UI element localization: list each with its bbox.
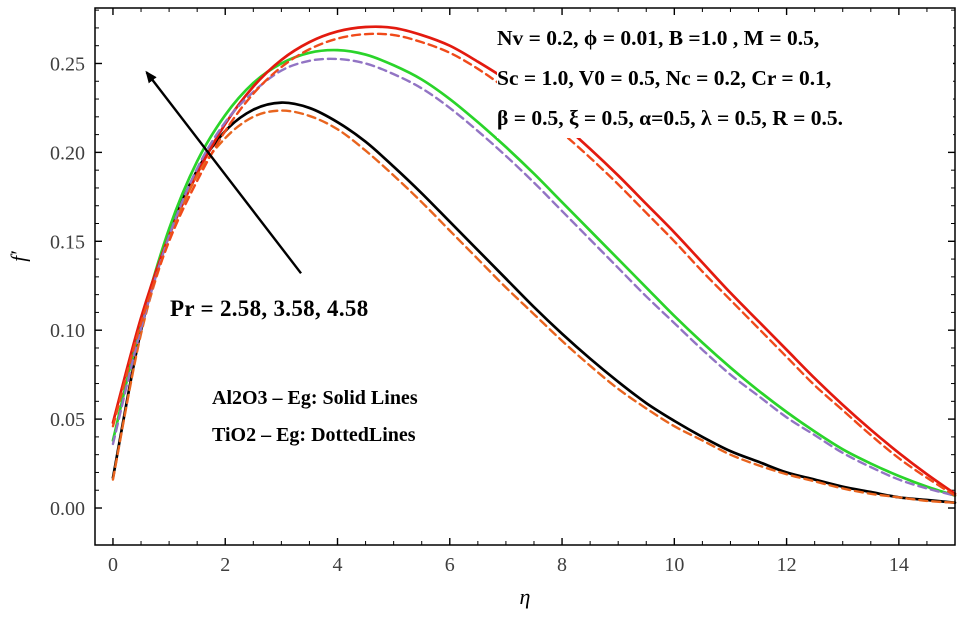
parameters-line-1: Nv = 0.2, ϕ = 0.01, B =1.0 , M = 0.5, bbox=[497, 26, 820, 50]
svg-text:0.20: 0.20 bbox=[50, 142, 85, 164]
legend-solid-label: Al2O3 – Eg: Solid Lines bbox=[212, 387, 418, 409]
parameters-line-3: β = 0.5, ξ = 0.5, α=0.5, λ = 0.5, R = 0.… bbox=[497, 106, 844, 130]
svg-text:0: 0 bbox=[108, 554, 118, 576]
parameters-line-2: Sc = 1.0, V0 = 0.5, Nc = 0.2, Cr = 0.1, bbox=[497, 66, 832, 90]
curve-6-dashed bbox=[111, 32, 957, 497]
legend-dotted-label: TiO2 – Eg: DottedLines bbox=[212, 424, 416, 446]
pr-values-label: Pr = 2.58, 3.58, 4.58 bbox=[170, 296, 369, 321]
svg-text:0.05: 0.05 bbox=[50, 409, 85, 431]
curve-2-solid bbox=[111, 48, 957, 497]
svg-text:12: 12 bbox=[777, 554, 797, 576]
svg-text:6: 6 bbox=[445, 554, 455, 576]
svg-text:14: 14 bbox=[889, 554, 909, 576]
y-axis-label: f′ bbox=[6, 251, 31, 262]
legend: Al2O3 – Eg: Solid Lines TiO2 – Eg: Dotte… bbox=[212, 380, 418, 454]
svg-text:2: 2 bbox=[220, 554, 230, 576]
x-axis-label: η bbox=[519, 584, 531, 609]
svg-text:0.00: 0.00 bbox=[50, 498, 85, 520]
svg-text:4: 4 bbox=[333, 554, 343, 576]
svg-text:0.10: 0.10 bbox=[50, 320, 85, 342]
curve-5-dashed bbox=[111, 57, 957, 497]
tick-labels: 0 2 4 6 8 10 12 14 0.00 0.05 0.10 0.15 0.20 0.25 bbox=[50, 53, 909, 576]
parameters-annotation: Nv = 0.2, ϕ = 0.01, B =1.0 , M = 0.5, Sc… bbox=[497, 18, 953, 138]
curve-1-solid bbox=[111, 101, 957, 505]
increase-arrow bbox=[145, 70, 302, 275]
svg-text:8: 8 bbox=[557, 554, 567, 576]
svg-text:0.25: 0.25 bbox=[50, 53, 85, 75]
plot-frame bbox=[94, 7, 956, 546]
curve-4-dashed bbox=[111, 109, 957, 504]
svg-text:0.15: 0.15 bbox=[50, 231, 85, 253]
svg-text:10: 10 bbox=[664, 554, 684, 576]
